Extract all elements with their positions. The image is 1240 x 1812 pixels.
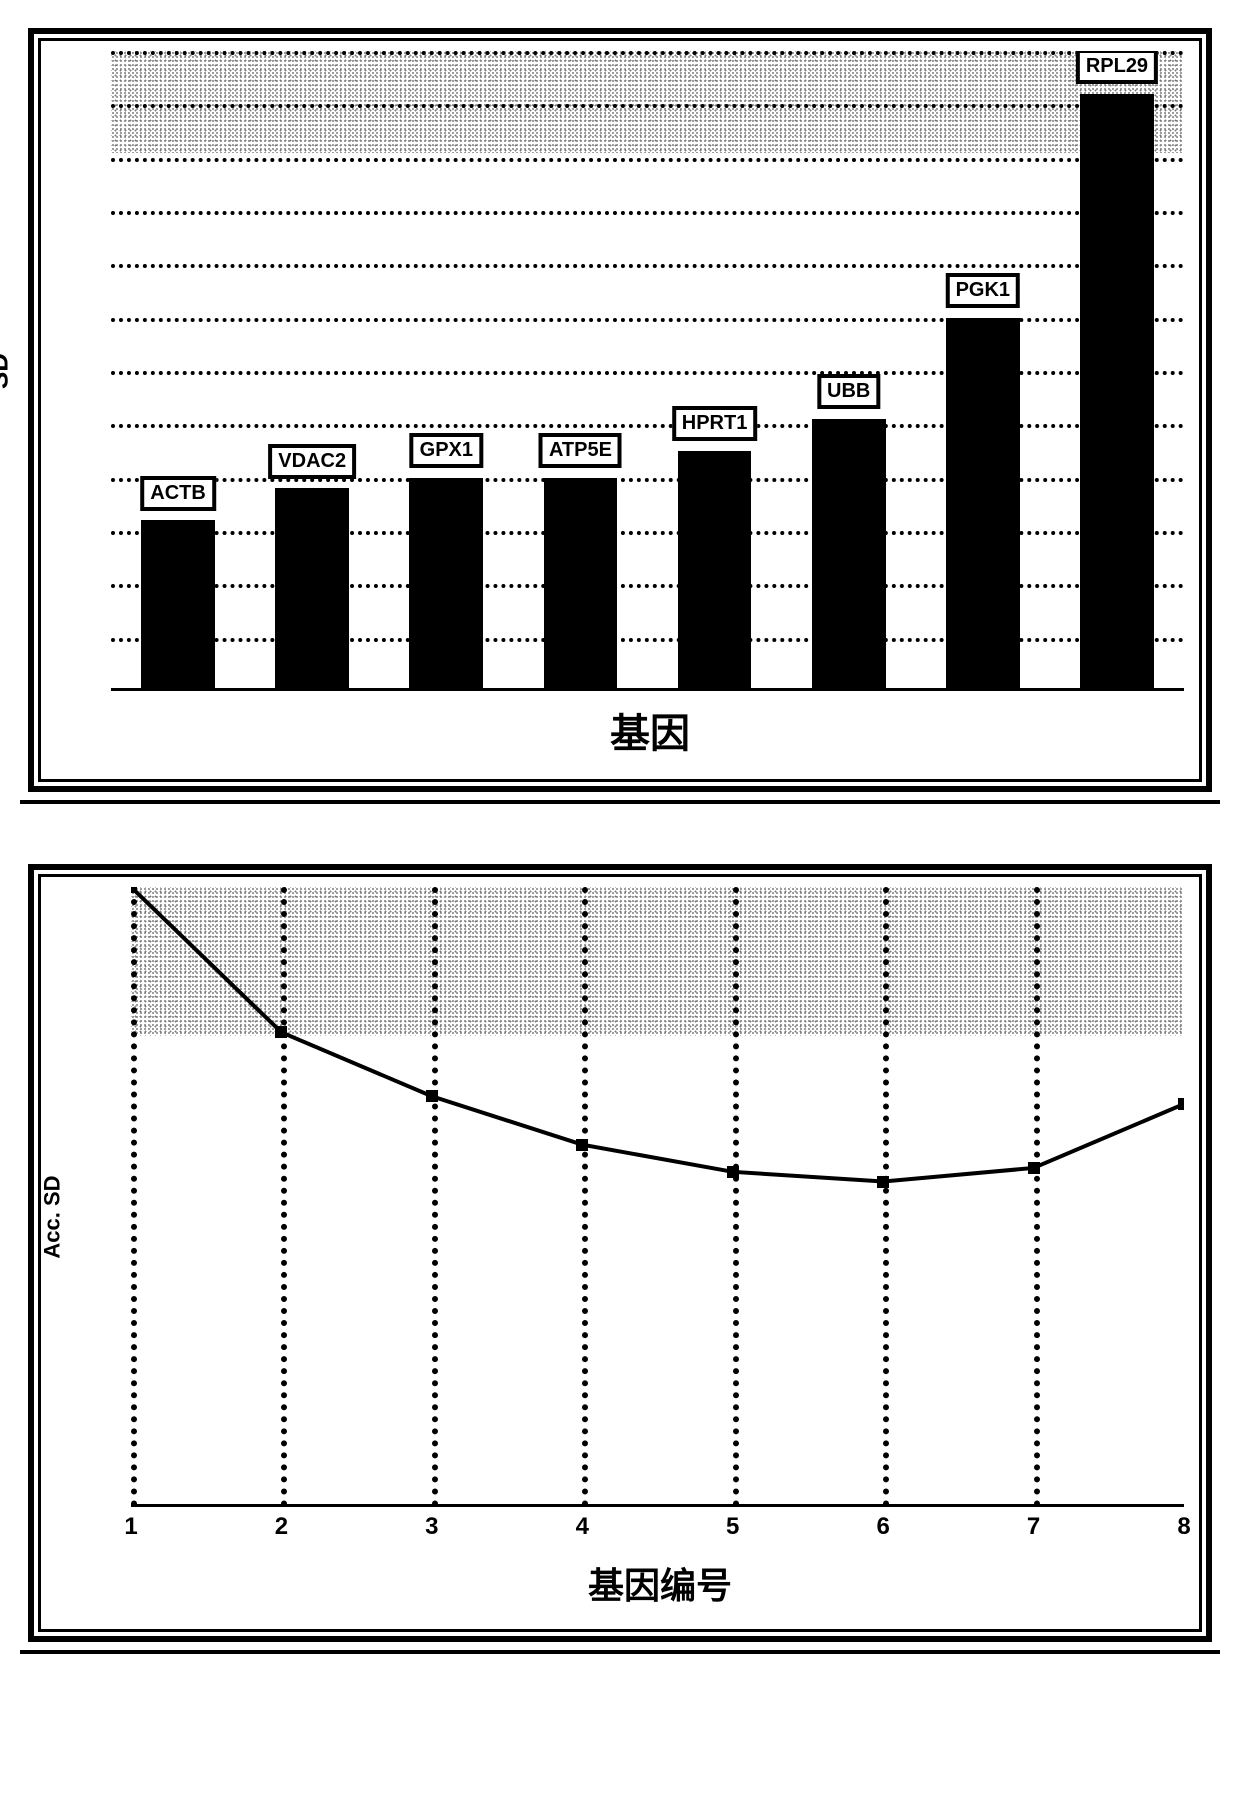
line-marker bbox=[727, 1166, 739, 1178]
bar-actb bbox=[141, 520, 215, 691]
bar-atp5e bbox=[544, 478, 618, 691]
bar-chart-frame: SD 00.10.20.30.40.50.60.70.80.911.11.2AC… bbox=[28, 28, 1212, 792]
bar-label-vdac2: VDAC2 bbox=[268, 444, 356, 479]
bar-hprt1 bbox=[678, 451, 752, 691]
bar-chart-plot-area: 00.10.20.30.40.50.60.70.80.911.11.2ACTBV… bbox=[111, 51, 1184, 691]
bar-label-ubb: UBB bbox=[817, 374, 880, 409]
bar-ubb bbox=[812, 419, 886, 691]
bar-chart-noise-band bbox=[111, 51, 1184, 153]
bar-grid-line bbox=[111, 264, 1184, 268]
bar-chart-ylabel: SD bbox=[0, 353, 15, 389]
bar-grid-line bbox=[111, 158, 1184, 162]
line-xtick-label: 2 bbox=[275, 1507, 288, 1541]
bar-vdac2 bbox=[275, 488, 349, 691]
bar-chart-xlabel: 基因 bbox=[101, 691, 1199, 779]
bar-grid-line bbox=[111, 51, 1184, 55]
line-xtick-label: 8 bbox=[1177, 1507, 1190, 1541]
line-chart-svg bbox=[131, 887, 1184, 1507]
line-xtick-label: 1 bbox=[124, 1507, 137, 1541]
bar-label-pgk1: PGK1 bbox=[946, 273, 1020, 308]
bar-grid-line bbox=[111, 638, 1184, 642]
bar-gpx1 bbox=[409, 478, 483, 691]
line-xtick-label: 7 bbox=[1027, 1507, 1040, 1541]
line-marker bbox=[426, 1090, 438, 1102]
bar-grid-line bbox=[111, 424, 1184, 428]
line-chart-plot-area: 00.020.040.060.080.10.120.140.160.180.20… bbox=[131, 887, 1184, 1507]
bar-label-rpl29: RPL29 bbox=[1076, 51, 1158, 84]
bar-rpl29 bbox=[1080, 94, 1154, 691]
line-marker bbox=[877, 1176, 889, 1188]
bar-grid-line bbox=[111, 318, 1184, 322]
bar-pgk1 bbox=[946, 318, 1020, 691]
bar-label-atp5e: ATP5E bbox=[539, 433, 622, 468]
line-chart-inner-frame: Acc. SD 00.020.040.060.080.10.120.140.16… bbox=[38, 874, 1202, 1632]
line-xtick-label: 4 bbox=[576, 1507, 589, 1541]
line-xtick-label: 3 bbox=[425, 1507, 438, 1541]
bar-grid-line bbox=[111, 211, 1184, 215]
bar-chart-container: SD 00.10.20.30.40.50.60.70.80.911.11.2AC… bbox=[20, 28, 1220, 804]
line-marker bbox=[576, 1139, 588, 1151]
bar-grid-line bbox=[111, 104, 1184, 108]
bar-grid-line bbox=[111, 531, 1184, 535]
line-chart-ylabel: Acc. SD bbox=[40, 1175, 66, 1258]
line-marker bbox=[275, 1026, 287, 1038]
line-marker bbox=[131, 887, 137, 893]
bar-label-gpx1: GPX1 bbox=[410, 433, 483, 468]
bar-label-actb: ACTB bbox=[140, 476, 216, 511]
line-chart-container: Acc. SD 00.020.040.060.080.10.120.140.16… bbox=[20, 864, 1220, 1654]
line-xtick-label: 5 bbox=[726, 1507, 739, 1541]
bar-label-hprt1: HPRT1 bbox=[672, 406, 758, 441]
bar-grid-line bbox=[111, 371, 1184, 375]
line-chart-xlabel: 基因编号 bbox=[121, 1547, 1199, 1629]
bar-grid-line bbox=[111, 584, 1184, 588]
line-marker bbox=[1028, 1162, 1040, 1174]
line-xtick-label: 6 bbox=[876, 1507, 889, 1541]
bar-baseline bbox=[111, 688, 1184, 691]
bar-chart-inner-frame: SD 00.10.20.30.40.50.60.70.80.911.11.2AC… bbox=[38, 38, 1202, 782]
line-marker bbox=[1178, 1098, 1184, 1110]
line-series bbox=[131, 887, 1184, 1182]
line-chart-frame: Acc. SD 00.020.040.060.080.10.120.140.16… bbox=[28, 864, 1212, 1642]
